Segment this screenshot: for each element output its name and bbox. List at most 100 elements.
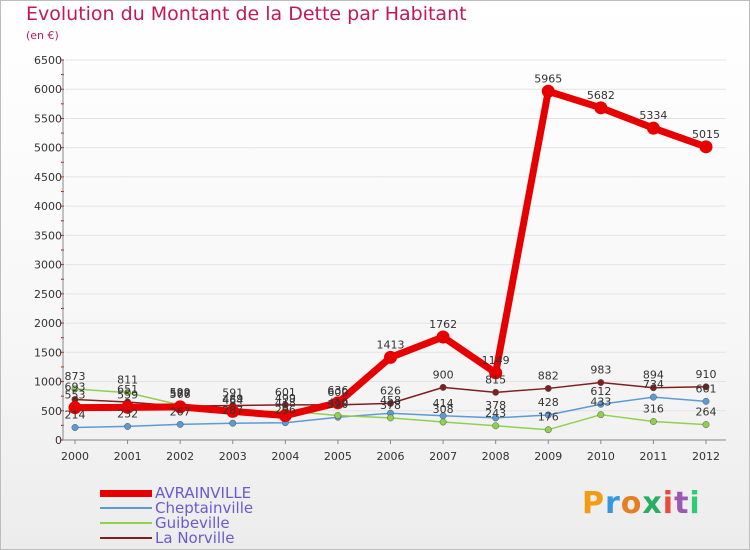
legend-swatch: [100, 507, 152, 509]
data-label: 553: [65, 389, 86, 402]
data-label: 378: [485, 399, 506, 412]
data-label: 577: [170, 387, 191, 400]
legend-label: Cheptainville: [155, 499, 254, 517]
x-tick-label: 2004: [271, 450, 299, 463]
logo-letter: r: [605, 486, 621, 521]
y-tick-label: 6000: [34, 83, 62, 96]
y-tick-label: 5000: [34, 142, 62, 155]
data-point: [387, 414, 394, 422]
legend-swatch: [100, 537, 152, 539]
data-point: [544, 384, 552, 392]
data-label: 566: [170, 388, 191, 401]
data-label: 316: [643, 403, 664, 416]
y-tick-label: 3000: [34, 259, 62, 272]
unit-label: (en €): [26, 29, 59, 42]
x-tick-label: 2000: [61, 450, 89, 463]
y-tick-label: 2000: [34, 317, 62, 330]
data-point: [544, 426, 552, 434]
data-point: [699, 140, 713, 154]
data-label: 811: [117, 374, 138, 387]
data-point: [68, 401, 82, 415]
data-point: [541, 84, 555, 98]
data-label: 176: [538, 411, 559, 424]
x-tick-label: 2001: [114, 450, 142, 463]
data-label: 5965: [534, 72, 562, 85]
data-label: 734: [643, 378, 664, 391]
data-point: [226, 404, 240, 418]
data-label: 378: [380, 399, 401, 412]
data-point: [176, 420, 184, 428]
data-label: 612: [590, 385, 611, 398]
x-tick-label: 2005: [324, 450, 352, 463]
y-tick-label: 3500: [34, 229, 62, 242]
x-tick-label: 2007: [429, 450, 457, 463]
data-point: [649, 384, 657, 392]
data-label: 418: [275, 397, 296, 410]
x-tick-label: 2008: [482, 450, 510, 463]
data-label: 873: [65, 370, 86, 383]
data-point: [597, 411, 605, 419]
legend-label: AVRAINVILLE: [155, 484, 252, 502]
legend-label: La Norville: [155, 529, 235, 547]
y-tick-label: 2500: [34, 288, 62, 301]
data-label: 983: [590, 364, 611, 377]
data-label: 489: [222, 392, 243, 405]
data-label: 264: [696, 406, 717, 419]
data-point: [492, 422, 500, 430]
data-label: 636: [327, 384, 348, 397]
data-point: [439, 383, 447, 391]
data-label: 433: [590, 396, 611, 409]
x-tick-label: 2009: [534, 450, 562, 463]
data-label: 661: [696, 382, 717, 395]
x-tick-label: 2003: [219, 450, 247, 463]
x-tick-label: 2006: [377, 450, 405, 463]
data-label: 214: [65, 408, 86, 421]
data-label: 1149: [482, 354, 510, 367]
x-tick-label: 2002: [166, 450, 194, 463]
data-point: [597, 400, 605, 408]
data-point: [702, 383, 710, 391]
data-point: [331, 396, 345, 410]
data-point: [439, 418, 447, 426]
data-label: 464: [222, 394, 243, 407]
data-point: [649, 418, 657, 425]
data-label: 296: [275, 404, 296, 417]
data-point: [489, 366, 503, 380]
data-point: [387, 399, 394, 407]
data-label: 232: [117, 407, 138, 420]
data-point: [594, 101, 608, 115]
y-tick-label: 500: [41, 405, 62, 418]
data-point: [492, 414, 500, 422]
y-tick-label: 4000: [34, 200, 62, 213]
data-label: 428: [538, 396, 559, 409]
data-point: [702, 421, 710, 429]
data-point: [544, 411, 552, 419]
data-point: [121, 400, 135, 414]
data-label: 882: [538, 369, 559, 382]
data-point: [436, 330, 450, 344]
y-tick-label: 5500: [34, 112, 62, 125]
x-tick-label: 2010: [587, 450, 615, 463]
data-label: 287: [222, 404, 243, 417]
data-point: [71, 385, 79, 393]
data-label: 1413: [377, 338, 405, 351]
data-label: 626: [380, 384, 401, 397]
data-point: [384, 350, 397, 364]
data-label: 910: [696, 368, 717, 381]
data-label: 900: [433, 368, 454, 381]
y-tick-label: 0: [55, 434, 62, 447]
data-point: [124, 389, 132, 397]
logo-letter: x: [642, 486, 663, 521]
data-point: [71, 424, 79, 431]
data-label: 5015: [692, 128, 720, 141]
y-tick-label: 1000: [34, 376, 62, 389]
data-label: 499: [275, 392, 296, 405]
proxiti-logo: Proxiti: [582, 486, 701, 521]
data-label: 651: [117, 383, 138, 396]
logo-letter: t: [674, 486, 690, 521]
x-tick-label: 2012: [692, 450, 720, 463]
data-label: 458: [380, 394, 401, 407]
data-point: [649, 393, 657, 401]
y-tick-label: 4500: [34, 171, 62, 184]
